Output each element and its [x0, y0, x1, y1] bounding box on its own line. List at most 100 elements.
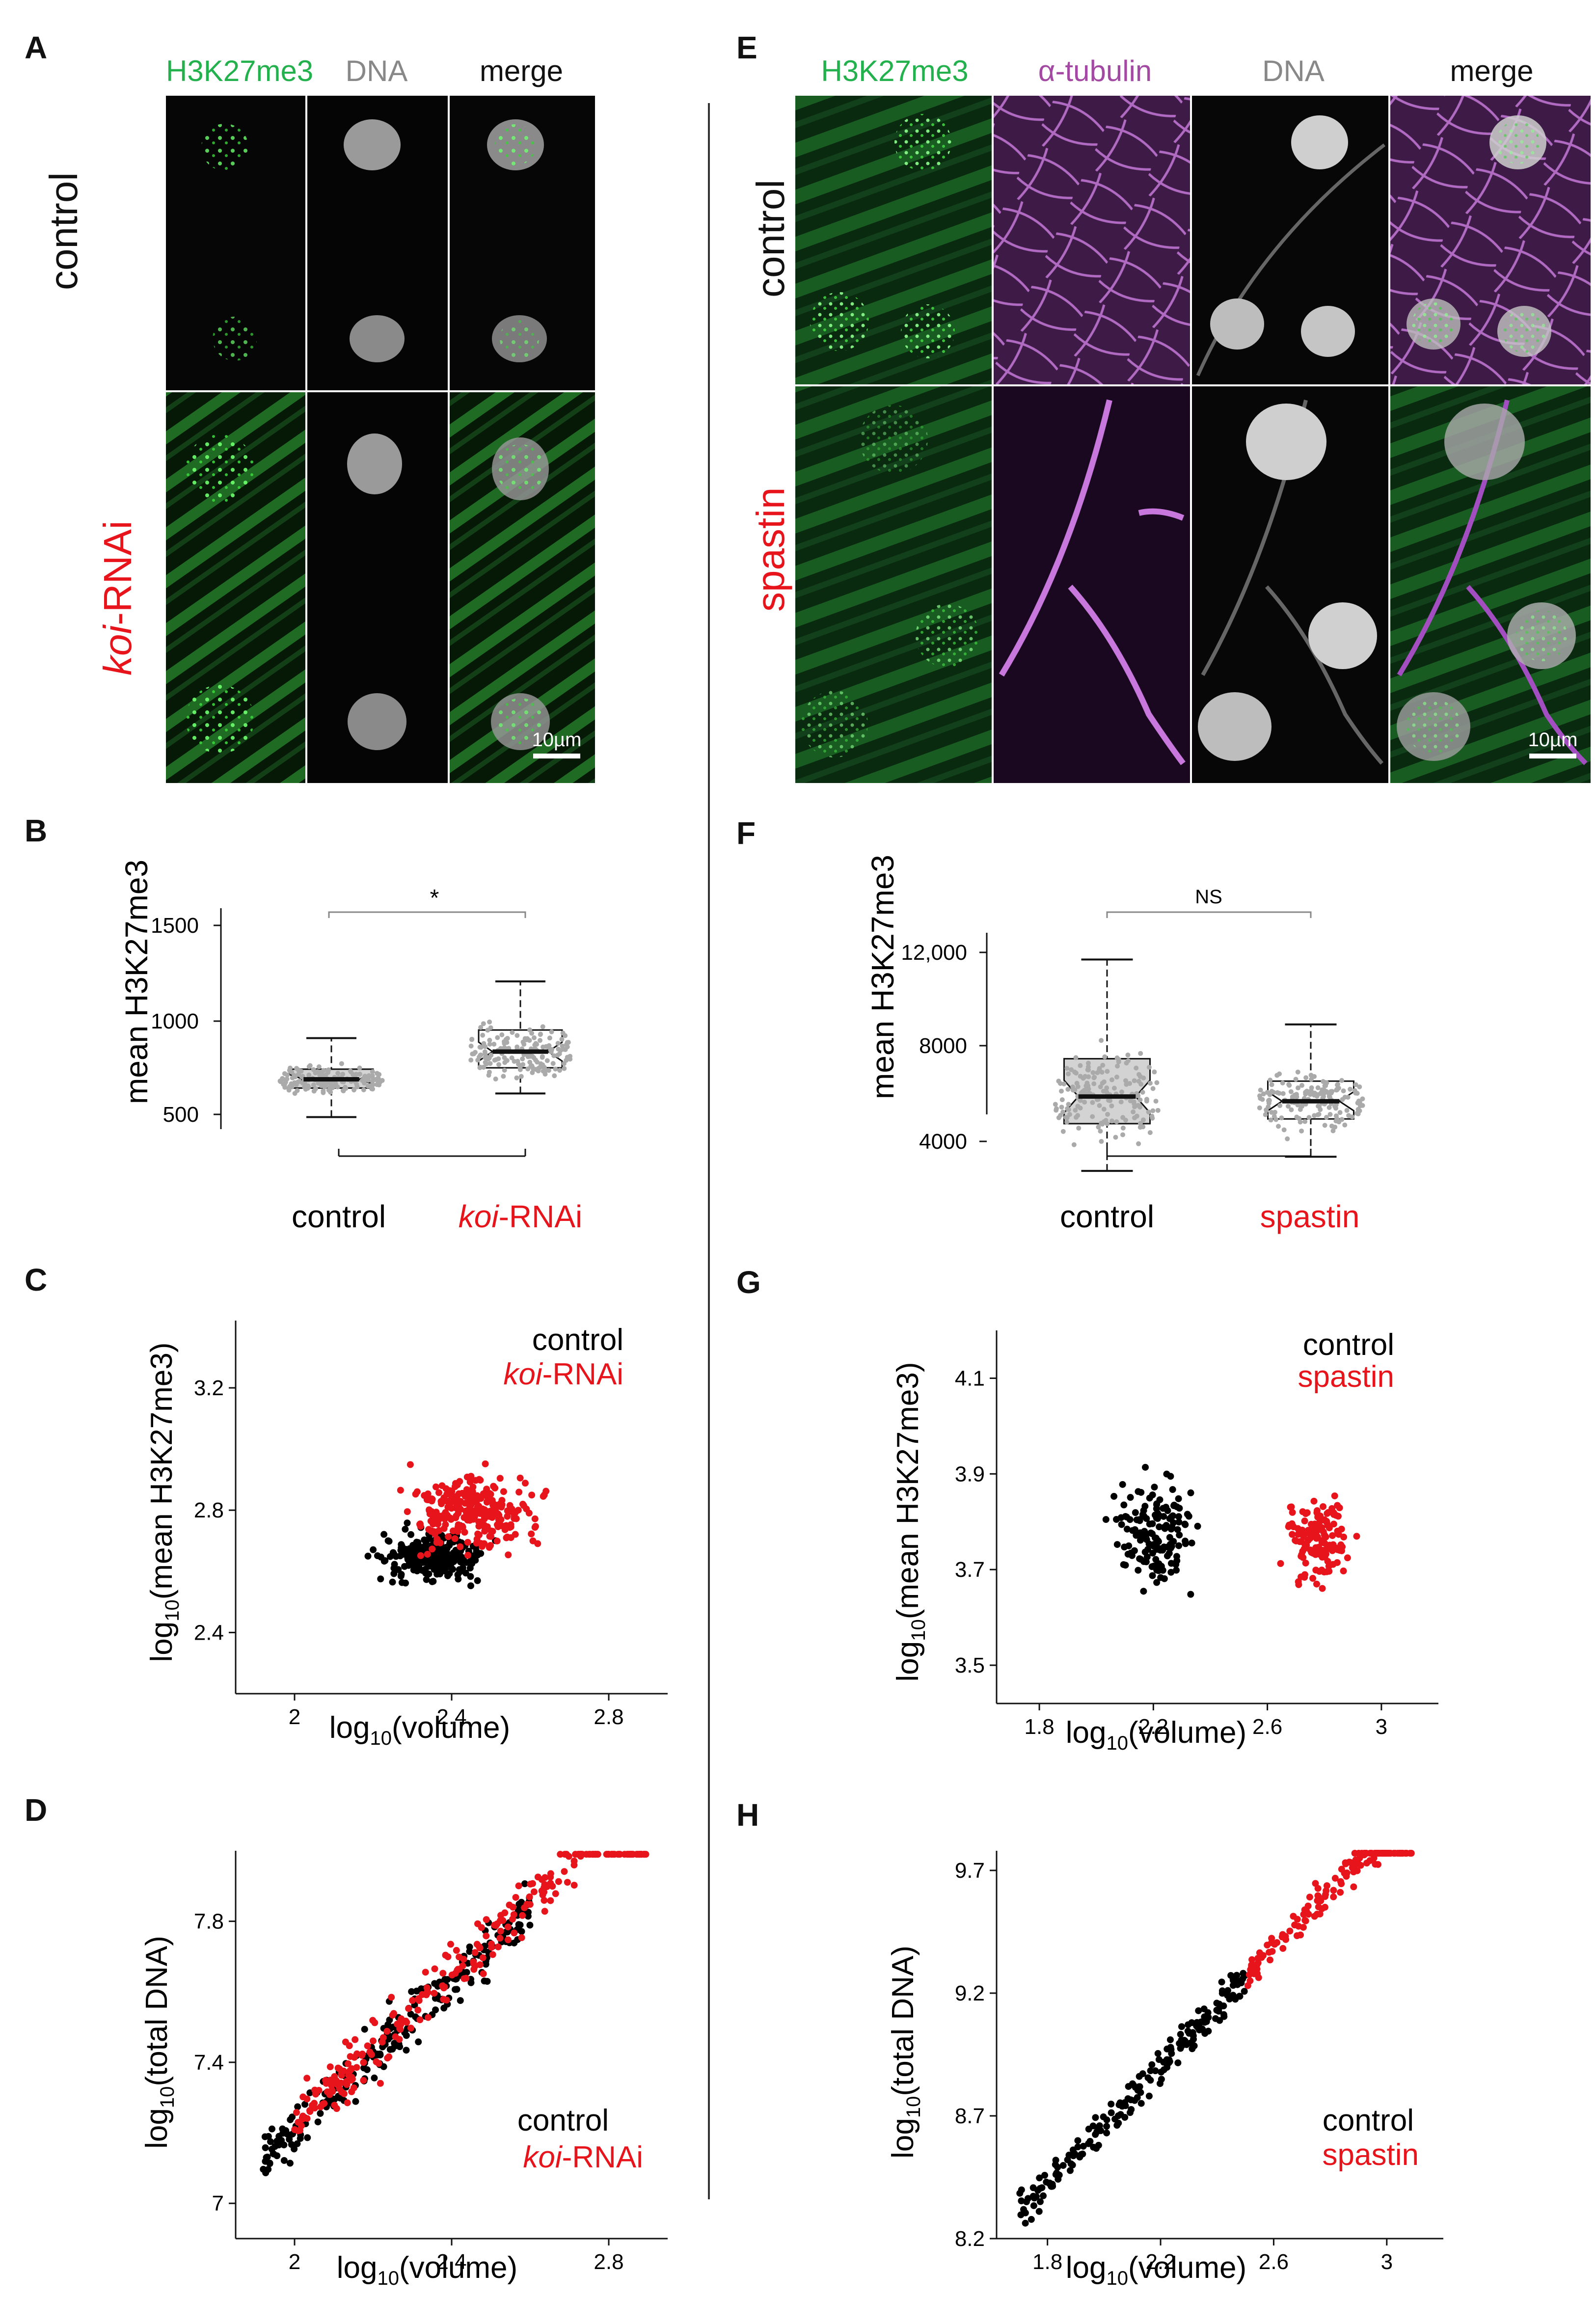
data-point [1065, 1086, 1071, 1092]
data-point [480, 1032, 486, 1038]
data-point [311, 1067, 316, 1072]
point-control [462, 1569, 469, 1577]
data-point [1314, 1092, 1320, 1097]
data-point [1132, 1078, 1137, 1083]
data-point [484, 1061, 489, 1067]
point-control [1144, 2074, 1152, 2082]
point-koi-RNAi [428, 1508, 435, 1515]
point-control [1188, 1540, 1195, 1547]
data-point [357, 1065, 362, 1071]
data-point [1138, 1051, 1143, 1056]
point-control [1220, 2011, 1227, 2018]
data-point [1260, 1097, 1265, 1102]
point-control [402, 1525, 409, 1533]
point-koi-RNAi [471, 1949, 479, 1956]
point-control [1135, 1488, 1142, 1495]
nucleus-a4 [350, 315, 405, 362]
point-control [1155, 1538, 1162, 1545]
scale-bar-label-e: 10µm [1528, 729, 1578, 751]
point-spastin [1387, 1850, 1394, 1857]
xtick-G-0: 1.8 [1025, 1715, 1055, 1739]
data-point [499, 1032, 505, 1037]
point-koi-RNAi [431, 1965, 438, 1973]
data-point [468, 1043, 474, 1049]
xlabel-h-pre: log [1066, 2251, 1107, 2285]
point-control [484, 1978, 491, 1985]
data-point [1108, 1098, 1113, 1104]
data-point [1327, 1112, 1333, 1117]
ylabel-b: mean H3K27me3 [119, 860, 154, 1104]
point-spastin [1354, 1858, 1361, 1865]
point-control [273, 2152, 281, 2160]
data-point [1118, 1099, 1124, 1105]
point-control [518, 1928, 525, 1935]
data-point [481, 1021, 486, 1027]
data-point [1357, 1108, 1362, 1113]
data-point [1120, 1132, 1126, 1137]
point-control [431, 1980, 438, 1987]
point-koi-RNAi [487, 1533, 495, 1540]
point-koi-RNAi [519, 1912, 526, 1919]
data-point [333, 1081, 338, 1087]
data-point [1146, 1064, 1152, 1070]
point-koi-RNAi [496, 1475, 504, 1482]
channel-label-merge-a: merge [479, 54, 564, 87]
point-koi-RNAi [488, 1497, 496, 1504]
point-koi-RNAi [479, 1954, 487, 1961]
point-spastin [1304, 1902, 1312, 1910]
point-control [457, 1558, 464, 1566]
legend-h-control: control [1323, 2104, 1414, 2137]
data-point [1100, 1081, 1105, 1086]
data-point [1064, 1066, 1070, 1071]
data-point [486, 1073, 491, 1078]
data-point [1114, 1055, 1120, 1060]
data-point [478, 1025, 484, 1030]
scale-bar-a [533, 754, 580, 758]
data-point [1075, 1113, 1081, 1118]
point-spastin [1343, 1873, 1350, 1880]
point-control [467, 1558, 474, 1565]
point-control [1100, 2113, 1107, 2121]
point-control [446, 1541, 453, 1549]
panel-divider [708, 103, 710, 2199]
data-point [1296, 1085, 1301, 1091]
point-koi-RNAi [436, 1514, 444, 1521]
point-control [1131, 1526, 1138, 1533]
point-control [374, 2051, 381, 2058]
data-point [544, 1058, 550, 1063]
xtick-G-2: 2.6 [1252, 1715, 1282, 1739]
scale-bar-label-a: 10µm [532, 729, 582, 751]
point-koi-RNAi [455, 1510, 462, 1517]
point-control [364, 1552, 372, 1560]
panel-label-b: B [25, 813, 48, 848]
point-koi-RNAi [369, 2037, 377, 2045]
point-spastin [1291, 1921, 1298, 1929]
data-point [295, 1088, 300, 1093]
data-point [1281, 1127, 1287, 1133]
nucleus-a1 [201, 124, 248, 171]
point-control [504, 1928, 511, 1936]
data-point [562, 1066, 567, 1071]
point-control [1046, 2180, 1053, 2188]
ylabel-c: log10(mean H3K27me3) [145, 1342, 183, 1662]
point-control [467, 1582, 474, 1590]
point-koi-RNAi [388, 1994, 395, 2001]
point-koi-RNAi [502, 1522, 510, 1529]
point-control [1229, 1993, 1236, 2000]
point-koi-RNAi [298, 2122, 305, 2130]
point-control [1053, 2170, 1060, 2178]
point-control [294, 2103, 301, 2110]
point-control [1157, 1546, 1164, 1554]
point-koi-RNAi [505, 1551, 512, 1559]
data-point [514, 1033, 520, 1038]
point-koi-RNAi [414, 2006, 422, 2014]
point-koi-RNAi [440, 1984, 448, 1992]
data-point [1090, 1100, 1095, 1105]
point-koi-RNAi [547, 1897, 554, 1904]
point-control [1040, 2192, 1047, 2199]
xlabel-h-post: (volume) [1128, 2251, 1246, 2285]
point-spastin [1269, 1947, 1276, 1955]
data-point [525, 1066, 531, 1072]
point-koi-RNAi [457, 1543, 464, 1550]
point-control [1182, 1538, 1189, 1545]
